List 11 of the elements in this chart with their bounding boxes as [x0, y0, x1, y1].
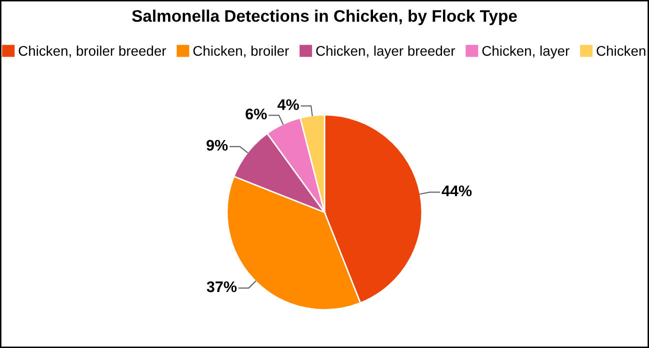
legend-label: Chicken, broiler	[193, 46, 289, 58]
data-label: 6%	[246, 108, 267, 120]
data-label: 37%	[206, 281, 237, 292]
chart-title: Salmonella Detections in Chicken, by Flock Type	[132, 10, 517, 26]
data-label: 4%	[278, 99, 299, 110]
legend-label: Chicken, layer	[482, 46, 570, 59]
legend-label: Chicken	[596, 46, 646, 56]
legend-label: Chicken, broiler breeder	[18, 46, 166, 58]
data-label: 44%	[442, 186, 472, 196]
legend-label: Chicken, layer breeder	[316, 46, 456, 59]
data-label: 9%	[206, 140, 228, 151]
